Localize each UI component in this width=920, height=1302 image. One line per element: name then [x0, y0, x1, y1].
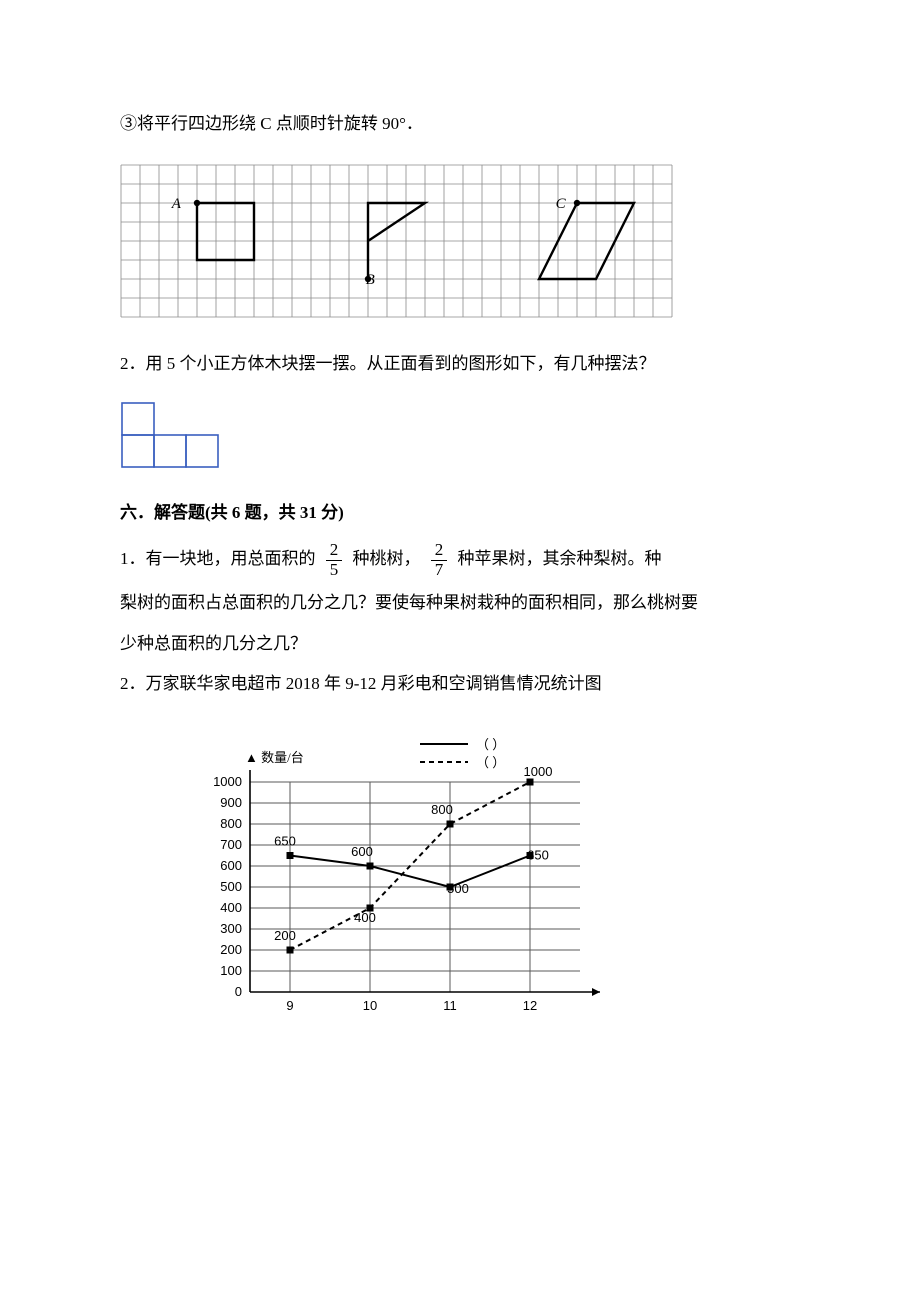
svg-text:400: 400 — [220, 900, 242, 915]
svg-text:（ ）: （ ） — [476, 755, 505, 770]
svg-text:600: 600 — [220, 858, 242, 873]
fraction-2-7: 2 7 — [431, 541, 448, 579]
cube-svg — [120, 401, 220, 469]
svg-text:0: 0 — [235, 984, 242, 999]
svg-text:300: 300 — [220, 921, 242, 936]
svg-text:500: 500 — [447, 881, 469, 896]
grid-svg: A B C — [120, 164, 673, 318]
q1-mid2: 种苹果树，其余种梨树。种 — [458, 549, 662, 568]
grid-figure: A B C — [120, 164, 800, 318]
q1-mid1: 种桃树， — [353, 549, 421, 568]
svg-text:650: 650 — [274, 834, 296, 849]
svg-text:12: 12 — [523, 998, 537, 1013]
svg-text:（ ）: （ ） — [476, 737, 505, 752]
frac-den: 7 — [431, 561, 448, 580]
svg-text:200: 200 — [274, 928, 296, 943]
q3-line: ③将平行四边形绕 C 点顺时针旋转 90°． — [120, 108, 800, 140]
frac-num: 2 — [431, 541, 448, 561]
svg-text:400: 400 — [354, 910, 376, 925]
svg-text:600: 600 — [351, 844, 373, 859]
section-6-title: 六．解答题(共 6 题，共 31 分) — [120, 497, 800, 529]
frac-num: 2 — [326, 541, 343, 561]
q2b-line: 2．万家联华家电超市 2018 年 9-12 月彩电和空调销售情况统计图 — [120, 668, 800, 700]
svg-text:C: C — [556, 196, 567, 212]
svg-text:▲ 数量/台: ▲ 数量/台 — [245, 750, 304, 765]
chart-svg: ▲ 数量/台 0 100 200 300 400 500 600 700 800 900 1000 9 1… — [160, 728, 600, 1038]
svg-text:1000: 1000 — [213, 774, 242, 789]
svg-text:700: 700 — [220, 837, 242, 852]
q1-line1: 1．有一块地，用总面积的 2 5 种桃树， 2 7 种苹果树，其余种梨树。种 — [120, 541, 800, 579]
svg-text:10: 10 — [363, 998, 377, 1013]
frac-den: 5 — [326, 561, 343, 580]
q1-line2: 梨树的面积占总面积的几分之几？要使每种果树栽种的面积相同，那么桃树要 — [120, 587, 800, 619]
cube-front-figure — [120, 401, 800, 469]
fraction-2-5: 2 5 — [326, 541, 343, 579]
svg-text:9: 9 — [286, 998, 293, 1013]
svg-text:11: 11 — [443, 998, 457, 1013]
svg-text:100: 100 — [220, 963, 242, 978]
svg-text:200: 200 — [220, 942, 242, 957]
page-content: ③将平行四边形绕 C 点顺时针旋转 90°． A B C 2．用 5 个小正方体木块… — [0, 0, 920, 1138]
svg-text:800: 800 — [431, 802, 453, 817]
svg-text:1000: 1000 — [524, 764, 553, 779]
svg-text:A: A — [171, 196, 182, 212]
svg-text:B: B — [366, 272, 375, 288]
q1-prefix: 1．有一块地，用总面积的 — [120, 549, 316, 568]
chart-figure: ▲ 数量/台 0 100 200 300 400 500 600 700 800 900 1000 9 1… — [160, 728, 800, 1038]
svg-text:500: 500 — [220, 879, 242, 894]
svg-text:650: 650 — [527, 848, 549, 863]
q2-line: 2．用 5 个小正方体木块摆一摆。从正面看到的图形如下，有几种摆法？ — [120, 348, 800, 380]
q1-line3: 少种总面积的几分之几？ — [120, 628, 800, 660]
svg-text:800: 800 — [220, 816, 242, 831]
svg-text:900: 900 — [220, 795, 242, 810]
